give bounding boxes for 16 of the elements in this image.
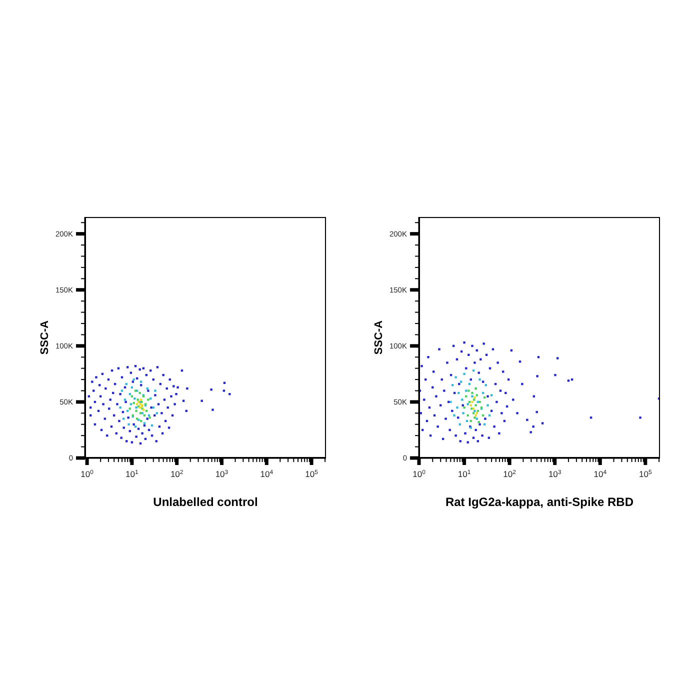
x-axis-title: Rat IgG2a-kappa, anti-Spike RBD [445, 495, 634, 510]
x-tick-label: 10$^{4}$ [594, 469, 608, 479]
x-tick-label: 10$^{5}$ [639, 469, 652, 479]
y-axis-title: SSC-A [372, 320, 385, 355]
x-tick-label: 10$^{5}$ [305, 469, 319, 479]
x-tick-label: 10$^{1}$ [458, 469, 472, 479]
x-tick-label: 10$^{2}$ [503, 469, 517, 479]
y-axis-title: SSC-A [38, 320, 51, 355]
x-axis-title: Unlabelled control [153, 495, 258, 510]
x-tick-label: 10$^{1}$ [126, 469, 140, 479]
x-tick-label: 10$^{3}$ [548, 469, 562, 479]
x-tick-label: 10$^{3}$ [215, 469, 229, 479]
x-tick-label: 10$^{0}$ [80, 469, 94, 479]
x-tick-label: 10$^{0}$ [412, 469, 426, 479]
x-tick-label: 10$^{2}$ [170, 469, 184, 479]
x-tick-label: 10$^{4}$ [260, 469, 274, 479]
